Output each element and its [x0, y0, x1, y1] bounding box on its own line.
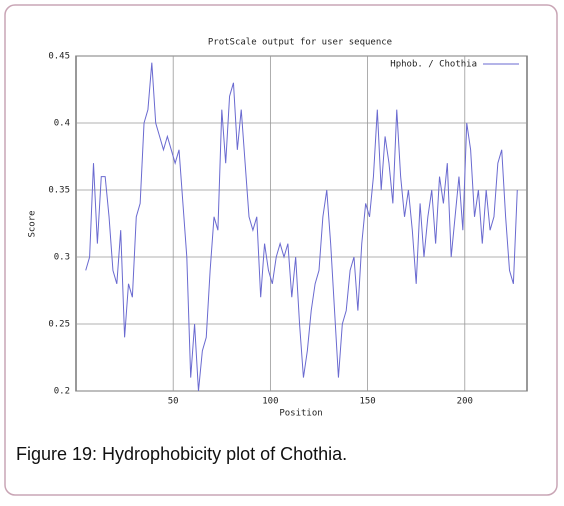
chart-title: ProtScale output for user sequence: [208, 38, 392, 48]
y-tick-label: 0.4: [54, 119, 70, 129]
y-tick-label: 0.2: [54, 387, 70, 397]
x-tick-label: 150: [359, 397, 375, 407]
x-axis-label: Position: [279, 409, 322, 419]
legend-label: Hphob. / Chothia: [390, 60, 477, 70]
x-tick-label: 100: [262, 397, 278, 407]
y-tick-label: 0.35: [48, 186, 70, 196]
data-line: [85, 62, 518, 392]
y-tick-label: 0.3: [54, 253, 70, 263]
caption: Figure 19: Hydrophobicity plot of Chothi…: [16, 444, 347, 464]
y-axis-label: Score: [28, 210, 38, 237]
x-tick-label: 50: [168, 397, 179, 407]
x-tick-label: 200: [457, 397, 473, 407]
y-tick-label: 0.25: [48, 320, 70, 330]
frame: [4, 4, 558, 496]
y-tick-label: 0.45: [48, 52, 70, 62]
